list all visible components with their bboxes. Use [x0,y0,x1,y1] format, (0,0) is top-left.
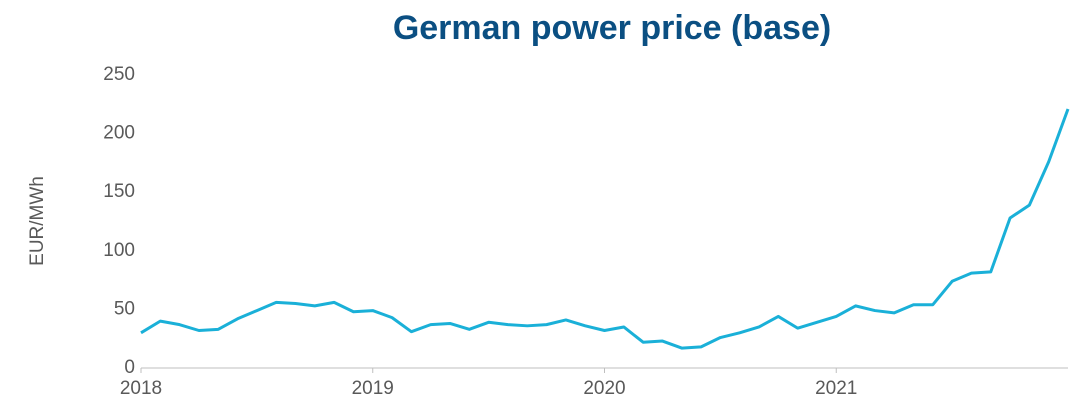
y-tick-label: 50 [114,298,135,319]
y-axis-label: EUR/MWh [27,176,48,266]
y-tick-label: 200 [103,123,135,144]
y-tick-label: 100 [103,240,135,261]
y-tick-label: 250 [103,64,135,85]
x-tick-label: 2020 [583,378,625,399]
x-tick-label: 2018 [120,378,162,399]
chart-title: German power price (base) [393,9,831,47]
line-series [140,108,1070,350]
y-tick-label: 150 [103,181,135,202]
x-tick-label: 2019 [352,378,394,399]
x-tick-label: 2021 [815,378,857,399]
y-tick-label: 0 [124,357,135,378]
